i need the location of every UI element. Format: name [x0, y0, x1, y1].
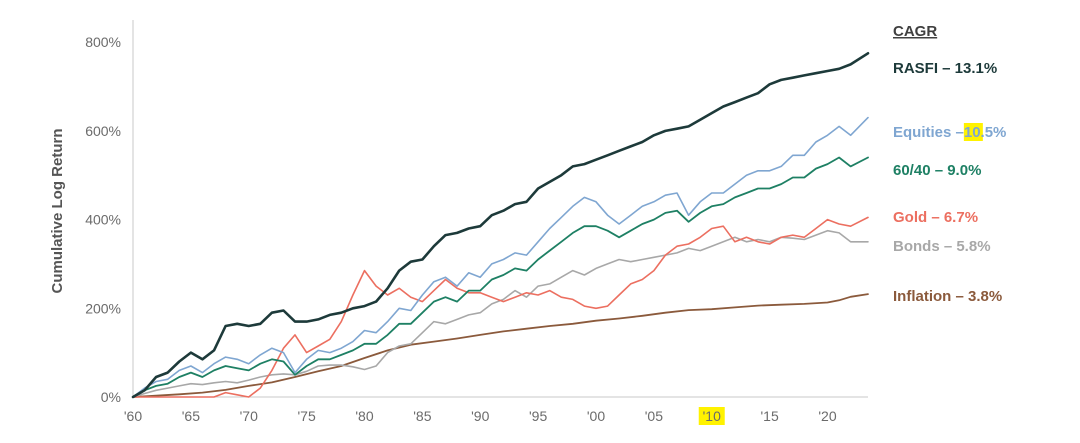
x-tick-label: '20 [818, 408, 836, 424]
y-tick-label: 200% [85, 300, 121, 316]
series-line-1 [131, 51, 870, 399]
series-label: Gold – 6.7% [893, 209, 978, 226]
y-tick-label: 600% [85, 123, 121, 139]
series-label: Bonds – 5.8% [893, 238, 991, 255]
series-labels: RASFI – 13.1% Equities – 10.5% 60/40 – 9.0… [893, 60, 1006, 305]
x-ticks: '60 '65 '70 '75 '80 '85 '90 '95 '00 '05 '10 '15 '20 [124, 407, 837, 425]
x-tick-label: '95 [529, 408, 547, 424]
y-tick-label: 800% [85, 34, 121, 50]
x-tick-label: '85 [413, 408, 431, 424]
y-tick-label: 400% [85, 212, 121, 228]
x-tick-label: '80 [355, 408, 373, 424]
y-ticks: 0% 200% 400% 600% 800% [85, 34, 121, 405]
series-label: RASFI – 13.1% [893, 60, 997, 77]
x-tick-label: '65 [182, 408, 200, 424]
x-tick-label: '15 [760, 408, 778, 424]
x-tick-label: '05 [645, 408, 663, 424]
x-tick-label: '75 [297, 408, 315, 424]
label-highlight [963, 123, 983, 141]
legend-title: CAGR [893, 23, 937, 40]
y-tick-label: 0% [101, 389, 121, 405]
series-label-prefix: Equities – [893, 124, 964, 141]
series-label-suffix: .5% [981, 124, 1007, 141]
x-tick-label: '60 [124, 408, 142, 424]
series-line-3 [132, 156, 869, 398]
series-line-6 [132, 293, 869, 398]
x-tick-label: '70 [240, 408, 258, 424]
x-tick-label: '00 [587, 408, 605, 424]
x-tick-label: '10 [703, 408, 721, 424]
series-label: Inflation – 3.8% [893, 288, 1002, 305]
series-line-4 [132, 216, 869, 398]
series-label-highlight: 10 [964, 124, 981, 141]
series-lines [131, 51, 870, 399]
series-line-5 [132, 229, 869, 398]
tick-highlight [698, 407, 725, 425]
x-tick-label: '90 [471, 408, 489, 424]
series-line-2 [132, 116, 869, 398]
y-axis-label: Cumulative Log Return [49, 128, 66, 293]
series-label: 60/40 – 9.0% [893, 162, 981, 179]
